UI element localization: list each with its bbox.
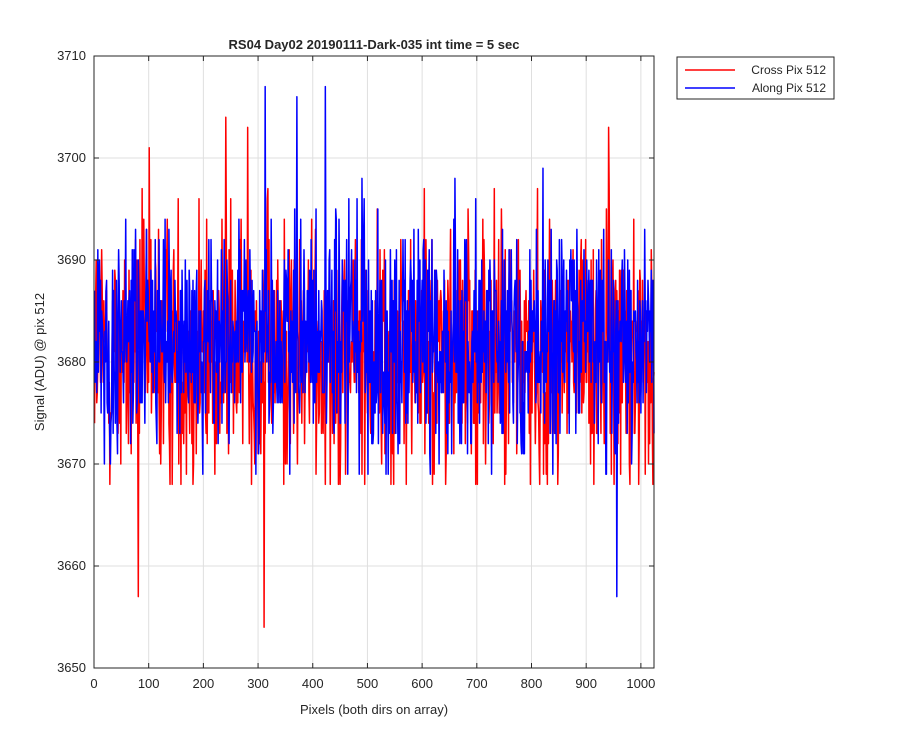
x-tick-label: 300 bbox=[247, 676, 269, 691]
x-tick-label: 500 bbox=[357, 676, 379, 691]
legend-label-along-pix: Along Pix 512 bbox=[752, 81, 826, 95]
y-tick-label: 3670 bbox=[57, 456, 86, 471]
x-tick-label: 900 bbox=[575, 676, 597, 691]
legend-label-cross-pix: Cross Pix 512 bbox=[751, 63, 826, 77]
x-tick-label: 400 bbox=[302, 676, 324, 691]
x-tick-label: 800 bbox=[521, 676, 543, 691]
x-tick-label: 200 bbox=[193, 676, 215, 691]
series-line-1 bbox=[93, 85, 655, 598]
y-tick-label: 3710 bbox=[57, 48, 86, 63]
y-tick-label: 3650 bbox=[57, 660, 86, 675]
y-axis-label: Signal (ADU) @ pix 512 bbox=[32, 293, 47, 431]
x-tick-label: 1000 bbox=[626, 676, 655, 691]
legend-box bbox=[676, 56, 835, 100]
legend[interactable]: Cross Pix 512 Along Pix 512 bbox=[676, 56, 835, 100]
chart-title: RS04 Day02 20190111-Dark-035 int time = … bbox=[229, 37, 520, 52]
x-tick-label: 0 bbox=[90, 676, 97, 691]
series-layer bbox=[93, 85, 655, 628]
y-tick-label: 3690 bbox=[57, 252, 86, 267]
y-tick-label: 3700 bbox=[57, 150, 86, 165]
tick-layer: 0 100 200 300 400 500 600 700 800 900 1000 3650 3660… bbox=[57, 48, 655, 691]
x-tick-label: 700 bbox=[466, 676, 488, 691]
x-tick-label: 600 bbox=[411, 676, 433, 691]
x-tick-label: 100 bbox=[138, 676, 160, 691]
y-tick-label: 3660 bbox=[57, 558, 86, 573]
x-axis-label: Pixels (both dirs on array) bbox=[300, 702, 448, 717]
y-tick-label: 3680 bbox=[57, 354, 86, 369]
